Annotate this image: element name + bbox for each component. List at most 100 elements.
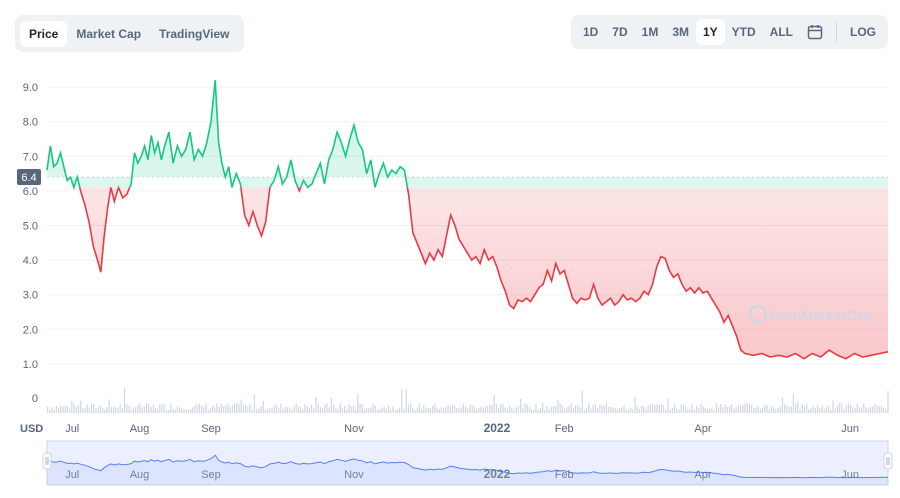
volume-bar xyxy=(630,407,632,413)
volume-bar xyxy=(150,406,152,413)
volume-bar xyxy=(825,407,827,413)
volume-bar xyxy=(509,406,511,413)
watermark-text: CoinMarketCap xyxy=(770,307,873,323)
volume-bar xyxy=(366,407,368,413)
tab-price[interactable]: Price xyxy=(20,20,68,47)
volume-bar xyxy=(548,409,550,413)
volume-bar xyxy=(262,400,264,413)
volume-bar xyxy=(383,406,385,413)
volume-bar xyxy=(62,406,64,413)
volume-bar xyxy=(73,403,75,413)
volume-bar xyxy=(146,403,148,413)
volume-bar xyxy=(502,403,504,413)
volume-bar xyxy=(803,406,805,413)
volume-bar xyxy=(260,406,262,413)
volume-bar xyxy=(445,407,447,413)
volume-bar xyxy=(154,408,156,413)
range-1y-button[interactable]: 1Y xyxy=(695,19,725,45)
log-scale-button[interactable]: LOG xyxy=(850,25,876,39)
volume-bar xyxy=(726,407,728,413)
volume-bar xyxy=(317,403,319,413)
x-axis-label: Sep xyxy=(201,423,221,435)
volume-bar xyxy=(854,408,856,413)
range-1m-button[interactable]: 1M xyxy=(641,25,659,39)
range-7d-button[interactable]: 7D xyxy=(612,25,628,39)
volume-bar xyxy=(742,404,744,413)
volume-bar xyxy=(267,408,269,413)
volume-bar xyxy=(733,408,735,413)
volume-bar xyxy=(451,405,453,413)
volume-bar xyxy=(799,409,801,413)
volume-bar xyxy=(513,409,515,413)
volume-bar xyxy=(797,401,799,413)
volume-bar xyxy=(579,407,581,413)
volume-bar xyxy=(225,405,227,413)
volume-bar xyxy=(715,403,717,413)
tab-tradingview[interactable]: TradingView xyxy=(159,26,230,41)
volume-bar xyxy=(605,402,607,413)
volume-bar xyxy=(132,407,134,413)
x-axis-label: Jul xyxy=(65,423,79,435)
range-3m-button[interactable]: 3M xyxy=(672,25,689,39)
volume-bar xyxy=(601,404,603,413)
volume-bar xyxy=(744,403,746,413)
volume-bar xyxy=(610,407,612,413)
volume-bar xyxy=(812,406,814,413)
calendar-icon[interactable] xyxy=(800,20,830,44)
volume-bar xyxy=(124,387,126,413)
volume-bar xyxy=(568,405,570,413)
navigator-label: Nov xyxy=(344,469,364,481)
volume-bar xyxy=(647,405,649,413)
volume-bar xyxy=(350,406,352,413)
volume-bar xyxy=(216,403,218,413)
volume-bar xyxy=(867,408,869,413)
volume-bar xyxy=(344,406,346,413)
volume-bar xyxy=(636,406,638,413)
volume-bar xyxy=(425,408,427,413)
volume-bar xyxy=(872,406,874,413)
navigator-left-handle[interactable] xyxy=(42,452,52,470)
volume-bar xyxy=(658,405,660,413)
volume-bar xyxy=(577,404,579,413)
volume-bar xyxy=(823,408,825,413)
volume-bar xyxy=(553,406,555,413)
volume-bar xyxy=(735,407,737,413)
currency-label: USD xyxy=(20,423,43,435)
volume-bar xyxy=(737,404,739,413)
volume-bar xyxy=(781,397,783,413)
volume-bar xyxy=(126,404,128,413)
x-axis-label: 2022 xyxy=(484,421,511,435)
current-price-badge xyxy=(17,169,41,186)
volume-bar xyxy=(498,407,500,413)
volume-bar xyxy=(152,404,154,413)
volume-bar xyxy=(418,403,420,413)
volume-bar xyxy=(621,407,623,413)
chart-type-tabs: Price Market Cap TradingView xyxy=(15,15,244,52)
range-1d-button[interactable]: 1D xyxy=(582,25,599,39)
volume-bar xyxy=(238,404,240,413)
volume-bar xyxy=(515,407,517,413)
volume-bar xyxy=(300,407,302,413)
volume-bar xyxy=(429,408,431,413)
volume-bar xyxy=(478,408,480,413)
x-axis-labels: USD Jul Aug Sep Nov 2022 Feb Apr Jun xyxy=(20,421,859,435)
volume-bar xyxy=(251,409,253,413)
y-tick-label: 8.0 xyxy=(23,117,38,129)
volume-bar xyxy=(665,409,667,413)
volume-bar xyxy=(381,407,383,413)
volume-bar xyxy=(689,408,691,413)
volume-bar xyxy=(75,407,77,413)
volume-bar xyxy=(269,408,271,413)
volume-bar xyxy=(159,405,161,413)
volume-bar xyxy=(537,409,539,413)
range-all-button[interactable]: ALL xyxy=(769,25,793,39)
navigator-right-handle[interactable] xyxy=(883,452,893,470)
tab-market-cap[interactable]: Market Cap xyxy=(76,26,142,41)
range-ytd-button[interactable]: YTD xyxy=(731,25,756,39)
volume-bar xyxy=(720,403,722,413)
volume-bar xyxy=(185,410,187,413)
x-axis-label: Jun xyxy=(841,423,859,435)
navigator-line xyxy=(46,454,889,479)
volume-bar xyxy=(641,406,643,413)
